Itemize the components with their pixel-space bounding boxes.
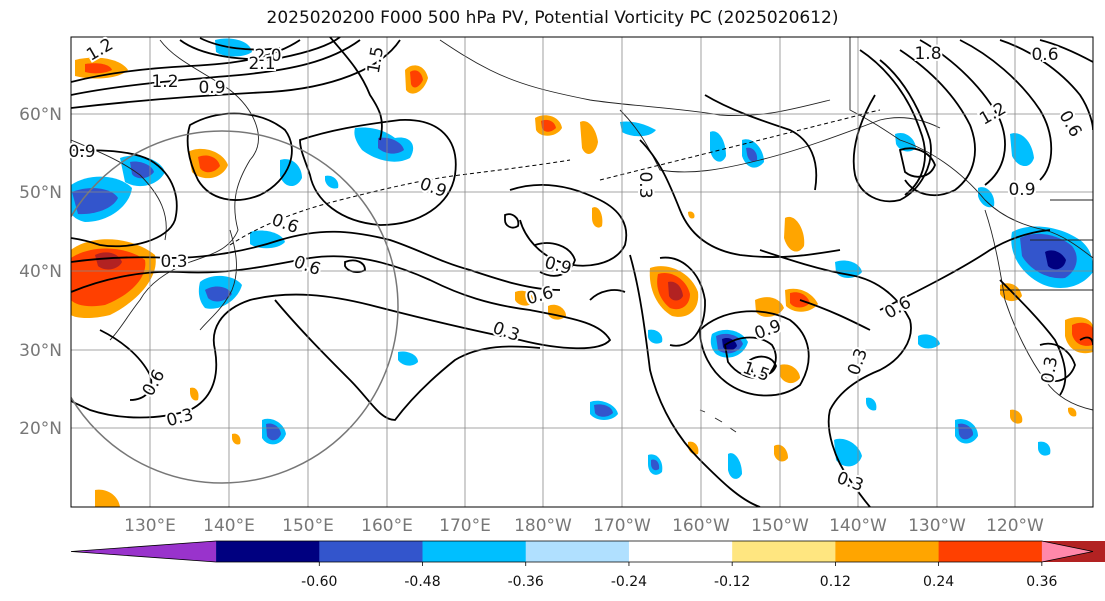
colorbar-tick-label: -0.36 [508,574,544,590]
longitude-ticks: 130°E 140°E 150°E 160°E 170°E 180°W 170°W 160°W… [124,516,1044,536]
colorbar-tick-label: -0.12 [714,574,750,590]
colorbar-outline [70,540,1094,563]
lon-tick-label: 160°W [672,516,730,536]
colorbar-extend-high [1041,541,1093,562]
contour-label: 0.9 [752,316,784,344]
colorbar-segment [732,541,836,562]
lon-tick-label: 130°E [124,516,176,536]
lon-tick-label: 130°W [908,516,966,536]
colorbar-segment [835,541,940,562]
contour-label: 0.3 [1038,355,1062,385]
contour-label: 2.1 [248,54,275,74]
colorbar-extend-low [71,541,217,562]
contour-label: 1.2 [976,99,1009,130]
contour-label: 0.9 [68,142,95,162]
lon-tick-label: 140°E [203,516,255,536]
contour-label: 2.0 [254,46,281,66]
lon-tick-label: 140°W [829,516,887,536]
dashed-boundary-east [599,109,881,181]
dashed-boundary [229,159,571,246]
map-title: 2025020200 F000 500 hPa PV, Potential Vo… [266,8,839,28]
colorbar: -0.60-0.48-0.36-0.24-0.120.120.240.360.4… [70,540,1105,590]
lat-tick-label: 50°N [19,183,62,203]
contour-label: 0.3 [490,318,522,346]
lat-tick-label: 40°N [19,262,62,282]
contour-label: 0.9 [198,78,225,98]
colorbar-segment [525,541,630,562]
lon-tick-label: 150°W [751,516,809,536]
lon-tick-label: 180°W [514,516,572,536]
lat-tick-label: 60°N [19,105,62,125]
contour-label: 0.9 [1008,180,1035,200]
colorbar-tick-label: 0.24 [923,574,954,590]
coastlines [71,37,1093,433]
colorbar-tick-label: 0.36 [1026,574,1057,590]
lon-tick-label: 160°E [361,516,413,536]
lon-tick-label: 120°W [986,516,1044,536]
contour-label: 1.8 [914,44,941,64]
contour-label: 0.6 [1055,107,1086,140]
contour-label: 1.5 [364,45,388,75]
contour-label: 1.2 [151,72,178,92]
contour-label: 0.3 [844,346,872,378]
lat-tick-label: 30°N [19,341,62,361]
pv-contours [71,37,1093,507]
contour-label: 0.3 [635,171,655,198]
contour-label: 1.5 [740,358,772,386]
lat-tick-label: 20°N [19,419,62,439]
contour-label: 0.3 [834,468,866,496]
gridlines [71,37,1093,507]
colorbar-tick-label: -0.48 [404,574,440,590]
lon-tick-label: 170°W [593,516,651,536]
colorbar-segment [628,541,733,562]
colorbar-segment [938,541,1043,562]
contour-label: 0.3 [164,405,195,431]
range-circle [71,130,399,484]
lon-tick-label: 170°E [439,516,491,536]
contour-label: 0.6 [139,366,170,399]
colorbar-tick-label: -0.24 [611,574,647,590]
latitude-ticks: 60°N 50°N 40°N 30°N 20°N [19,105,62,439]
map-frame [70,36,1094,508]
colorbar-segment [422,541,527,562]
colorbar-tick-label: 0.12 [820,574,851,590]
anomaly-shading [71,38,1093,507]
colorbar-segment [216,541,320,562]
contour-label: 0.3 [160,252,187,272]
colorbar-tick-label: -0.60 [301,574,337,590]
contour-label: 0.6 [1031,45,1058,65]
colorbar-segment [319,541,424,562]
lon-tick-label: 150°E [282,516,334,536]
